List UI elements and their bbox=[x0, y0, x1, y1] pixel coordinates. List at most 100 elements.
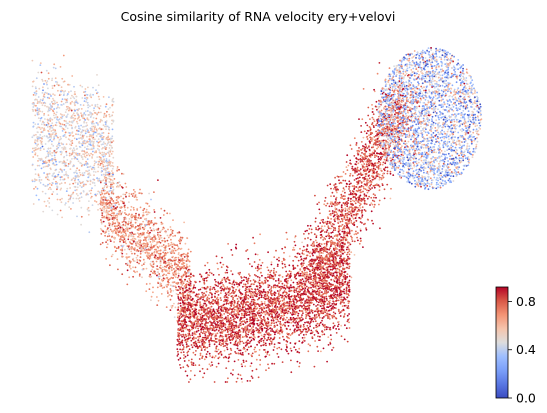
cell-point bbox=[292, 290, 295, 293]
cell-point bbox=[75, 152, 77, 155]
cell-point bbox=[238, 289, 241, 292]
cell-point bbox=[37, 126, 40, 129]
cell-point bbox=[76, 112, 78, 115]
cell-point bbox=[186, 351, 189, 354]
cell-point bbox=[99, 201, 102, 203]
cell-point bbox=[112, 189, 115, 192]
cell-point bbox=[34, 152, 37, 155]
cell-point bbox=[120, 206, 123, 209]
cell-point bbox=[102, 147, 104, 149]
cell-point bbox=[141, 268, 144, 271]
cell-point bbox=[186, 252, 189, 255]
cell-point bbox=[138, 227, 140, 230]
cell-point bbox=[102, 165, 105, 168]
cell-point bbox=[237, 359, 240, 361]
cell-point bbox=[302, 328, 305, 331]
cell-point bbox=[92, 109, 95, 112]
cell-point bbox=[278, 346, 281, 349]
cell-point bbox=[108, 195, 111, 198]
cell-point bbox=[244, 350, 247, 353]
cell-point bbox=[135, 250, 138, 252]
cell-point bbox=[42, 166, 45, 169]
cell-point bbox=[293, 331, 296, 334]
cell-point bbox=[32, 134, 35, 137]
cell-point bbox=[135, 256, 138, 259]
cell-point bbox=[36, 144, 38, 146]
cell-point bbox=[179, 283, 182, 285]
cell-point bbox=[110, 206, 113, 209]
cell-point bbox=[112, 119, 115, 122]
cell-point bbox=[261, 329, 264, 332]
cell-point bbox=[247, 282, 249, 285]
cell-point bbox=[70, 144, 73, 147]
cell-point bbox=[38, 109, 40, 112]
cell-point bbox=[233, 311, 235, 313]
cell-point bbox=[75, 189, 78, 191]
cell-point bbox=[96, 140, 98, 143]
cell-point bbox=[70, 124, 73, 127]
cell-point bbox=[38, 147, 40, 150]
cell-point bbox=[86, 179, 88, 182]
cell-point bbox=[213, 381, 216, 383]
cell-point bbox=[108, 113, 111, 116]
cell-point bbox=[51, 152, 54, 154]
cell-point bbox=[128, 276, 131, 279]
cell-point bbox=[92, 140, 95, 143]
cell-point bbox=[79, 104, 82, 106]
cell-point bbox=[81, 172, 84, 175]
cell-point bbox=[63, 147, 65, 150]
cell-point bbox=[192, 275, 195, 277]
cell-point bbox=[274, 314, 277, 316]
cell-point bbox=[318, 259, 320, 262]
cell-point bbox=[93, 132, 95, 134]
cell-point bbox=[80, 165, 83, 167]
cell-point bbox=[213, 288, 216, 291]
cell-point bbox=[77, 160, 80, 163]
cell-point bbox=[47, 108, 50, 110]
cell-point bbox=[38, 101, 41, 104]
cell-point bbox=[223, 323, 226, 326]
cell-point bbox=[158, 238, 161, 241]
cell-point bbox=[294, 308, 297, 311]
cell-point bbox=[84, 114, 87, 116]
cell-point bbox=[265, 304, 267, 307]
cell-point bbox=[93, 122, 95, 125]
cell-point bbox=[245, 360, 248, 362]
cell-point bbox=[165, 306, 168, 308]
cell-point bbox=[129, 231, 132, 234]
cell-point bbox=[127, 235, 130, 238]
cell-point bbox=[179, 260, 182, 263]
cell-point bbox=[191, 322, 193, 324]
cell-point bbox=[50, 124, 52, 127]
cell-point bbox=[255, 295, 258, 298]
cell-point bbox=[187, 259, 190, 262]
cell-point bbox=[84, 94, 86, 97]
cell-point bbox=[128, 266, 131, 268]
cell-point bbox=[143, 249, 145, 252]
cell-point bbox=[313, 334, 316, 336]
cell-point bbox=[47, 153, 50, 156]
cell-point bbox=[87, 129, 89, 132]
cell-point bbox=[241, 352, 244, 354]
cell-point bbox=[136, 270, 139, 273]
cell-point bbox=[104, 148, 107, 151]
cell-point bbox=[210, 272, 213, 275]
cell-point bbox=[105, 209, 108, 212]
cell-point bbox=[163, 237, 166, 240]
cell-point bbox=[100, 128, 103, 131]
cell-point bbox=[34, 186, 37, 188]
cell-point bbox=[69, 132, 71, 134]
cell-point bbox=[175, 272, 178, 275]
cell-point bbox=[81, 174, 84, 177]
cell-point bbox=[43, 93, 46, 96]
cell-point bbox=[39, 158, 41, 160]
cell-point bbox=[303, 336, 306, 339]
cell-point bbox=[304, 300, 307, 302]
cell-point bbox=[124, 209, 127, 212]
cell-point bbox=[55, 134, 58, 137]
cell-point bbox=[121, 255, 123, 258]
cell-point bbox=[41, 137, 43, 140]
cell-point bbox=[93, 168, 96, 171]
cell-point bbox=[86, 151, 88, 154]
cell-point bbox=[40, 131, 43, 134]
